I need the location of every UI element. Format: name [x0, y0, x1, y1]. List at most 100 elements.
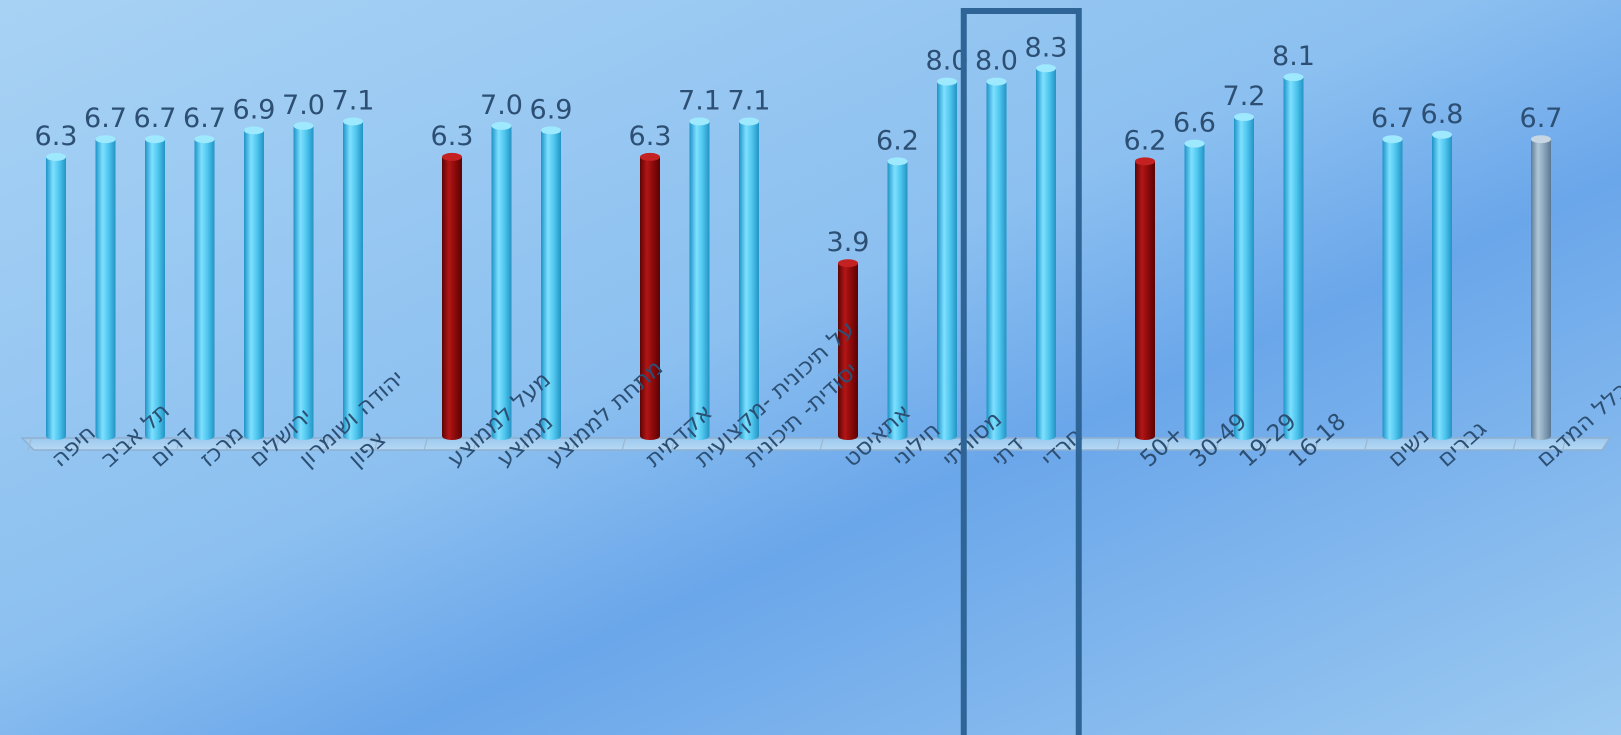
bar-body: [145, 139, 165, 440]
bar-body: [1531, 139, 1551, 440]
bar: [491, 121, 512, 441]
data-label: 6.7: [1371, 103, 1414, 134]
bar-body: [1382, 139, 1403, 440]
bar-cap: [244, 126, 264, 135]
data-label: 6.7: [183, 103, 226, 134]
floor-tick: [225, 437, 230, 451]
bar: [937, 77, 957, 440]
bar-cap: [887, 157, 908, 166]
bar-cap: [1283, 73, 1304, 82]
bar-cap: [1531, 135, 1551, 144]
bar-cap: [541, 126, 561, 135]
floor-tick: [1017, 437, 1022, 451]
bar-body: [887, 161, 908, 440]
bar-cap: [838, 259, 858, 268]
data-label: 3.9: [827, 227, 870, 258]
data-label: 8.3: [1025, 32, 1068, 63]
bar: [1283, 73, 1304, 441]
data-label: 6.9: [233, 94, 276, 125]
floor-tick: [968, 437, 973, 451]
floor-tick: [324, 437, 329, 451]
bar-body: [1283, 77, 1304, 441]
bar: [145, 135, 165, 440]
value-labels: 6.36.7 6.7 6.7 6.9 7.0 7.16.37.0 6.96.37.1 7.13…: [35, 32, 1563, 258]
bar-body: [739, 121, 759, 440]
bar-cap: [1234, 113, 1254, 122]
bar-body: [293, 125, 314, 441]
data-label: 7.2: [1223, 81, 1266, 112]
bar-body: [194, 139, 215, 440]
floor-tick: [1364, 437, 1369, 451]
floor-tick: [1067, 437, 1072, 451]
highlight-box: [960, 8, 1082, 735]
data-label: 6.2: [876, 125, 919, 156]
bar-body: [640, 156, 660, 440]
bar: [46, 152, 66, 440]
bar-body: [689, 121, 710, 440]
bar: [95, 135, 116, 440]
floor-tick: [819, 437, 824, 451]
floor-tick: [77, 437, 82, 451]
data-label: 6.3: [431, 121, 474, 152]
data-label: 6.7: [1520, 103, 1563, 134]
bar-cap: [1432, 130, 1452, 139]
floor-ticks: [27, 437, 1567, 451]
bar-cap: [1382, 135, 1403, 144]
bar: [244, 126, 264, 440]
data-label: 7.1: [728, 85, 771, 116]
bar: [1036, 64, 1056, 440]
data-label: 6.3: [629, 121, 672, 152]
bar: [1184, 139, 1205, 440]
data-label: 8.0: [975, 46, 1018, 77]
bar-body: [442, 156, 462, 440]
bar: [1432, 130, 1452, 440]
bar: [442, 152, 462, 440]
bar-cap: [689, 117, 710, 126]
floor-tick: [572, 437, 577, 451]
floor-tick: [374, 437, 379, 451]
bar-cap: [640, 152, 660, 161]
floor-tick: [473, 437, 478, 451]
data-label: 8.1: [1272, 41, 1315, 72]
bar-cap: [1135, 157, 1155, 166]
bar: [986, 77, 1007, 440]
bar: [194, 135, 215, 440]
floor-tick: [720, 437, 725, 451]
data-label: 6.9: [530, 94, 573, 125]
floor-tick: [621, 437, 626, 451]
floor-tick: [27, 437, 32, 451]
floor-tick: [770, 437, 775, 451]
floor-tick: [1413, 437, 1418, 451]
bar: [541, 126, 561, 440]
bar-cap: [1184, 139, 1205, 148]
floor-tick: [1463, 437, 1468, 451]
bar: [739, 117, 759, 440]
bar: [1531, 135, 1551, 440]
bar: [1382, 135, 1403, 440]
bar: [293, 121, 314, 441]
bar: [887, 157, 908, 440]
data-label: 7.1: [332, 85, 375, 116]
data-label: 7.1: [678, 85, 721, 116]
bar: [838, 259, 858, 440]
bar: [343, 117, 363, 440]
data-label: 6.2: [1124, 125, 1167, 156]
bar-cap: [739, 117, 759, 126]
bar-cap: [937, 77, 957, 86]
floor-tick: [1265, 437, 1270, 451]
bar-cap: [442, 152, 462, 161]
floor-tick: [918, 437, 923, 451]
floor-tick: [275, 437, 280, 451]
floor-tick: [671, 437, 676, 451]
data-label: 6.8: [1421, 99, 1464, 130]
bar-body: [1234, 117, 1254, 440]
bar-cap: [343, 117, 363, 126]
bars: [46, 64, 1551, 441]
data-label: 6.7: [84, 103, 127, 134]
data-label: 7.0: [480, 90, 523, 121]
floor-tick: [176, 437, 181, 451]
bar-body: [986, 81, 1007, 440]
bar-body: [46, 156, 66, 440]
